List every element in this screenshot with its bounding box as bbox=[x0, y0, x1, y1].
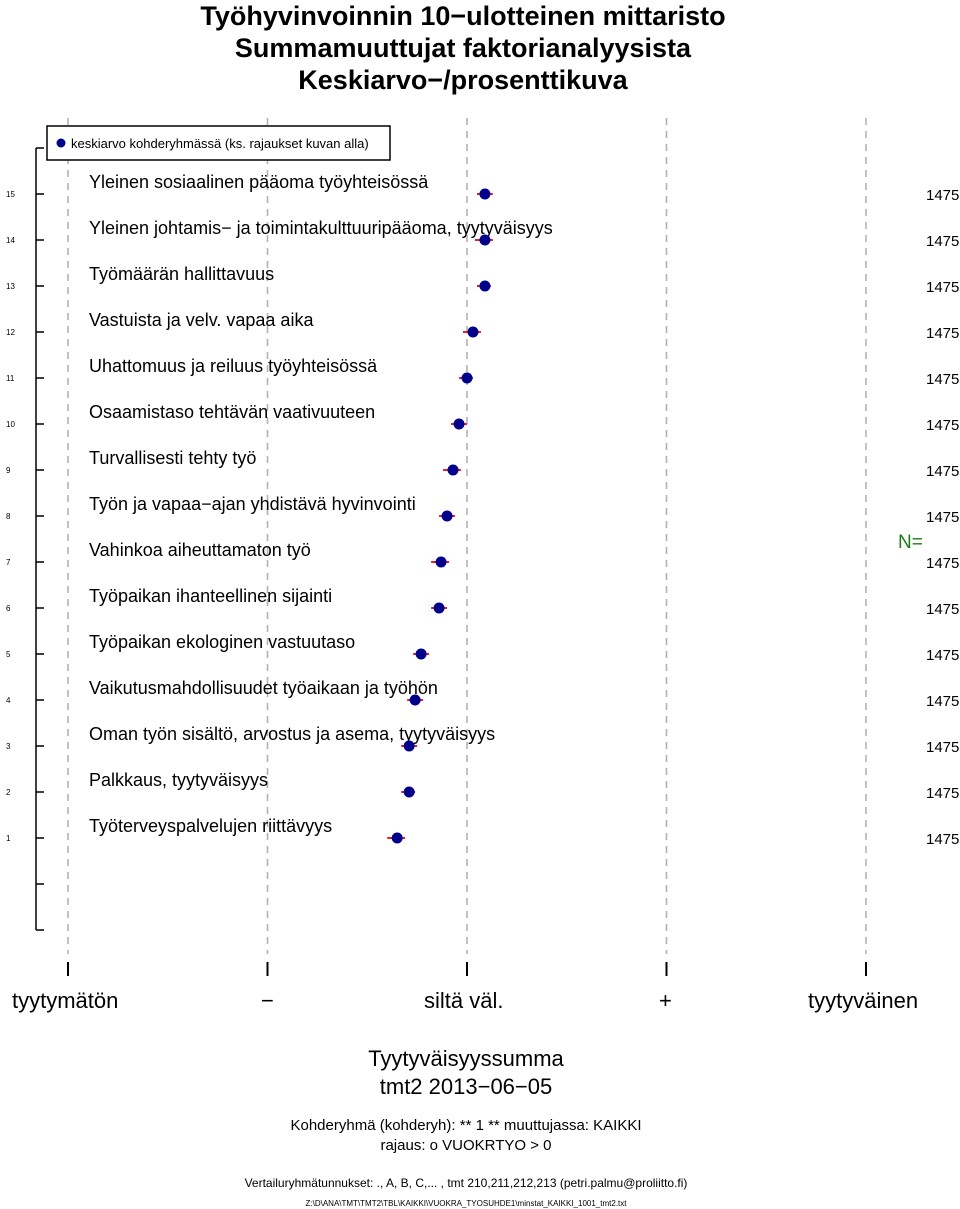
mean-point bbox=[447, 464, 459, 476]
row-label: Työterveyspalvelujen riittävyys bbox=[89, 816, 332, 836]
n-value: 1475 bbox=[926, 279, 959, 296]
target-group-note: Kohderyhmä (kohderyh): ** 1 ** muuttujas… bbox=[290, 1117, 642, 1134]
n-value: 1475 bbox=[926, 555, 959, 572]
legend-box bbox=[46, 125, 391, 161]
n-value: 1475 bbox=[926, 417, 959, 434]
y-tick-label: 12 bbox=[6, 328, 15, 337]
mean-point bbox=[479, 188, 491, 200]
legend-marker bbox=[56, 138, 66, 148]
n-value: 1475 bbox=[926, 785, 959, 802]
mean-point bbox=[461, 372, 473, 384]
n-value: 1475 bbox=[926, 509, 959, 526]
comparison-note: Vertailuryhmätunnukset: ., A, B, C,... ,… bbox=[244, 1176, 688, 1190]
n-value: 1475 bbox=[926, 831, 959, 848]
y-tick-label: 5 bbox=[6, 650, 11, 659]
row-label: Työn ja vapaa−ajan yhdistävä hyvinvointi bbox=[89, 494, 416, 514]
x-tick-label-plus: + bbox=[659, 988, 672, 1013]
grid-lines bbox=[67, 118, 867, 954]
restriction-note: rajaus: o VUOKRTYO > 0 bbox=[380, 1137, 552, 1154]
mean-point bbox=[391, 832, 403, 844]
y-tick-label: 13 bbox=[6, 282, 15, 291]
chart-title-line-1: Työhyvinvoinnin 10−ulotteinen mittaristo bbox=[200, 1, 726, 31]
chart-subtitle: tmt2 2013−06−05 bbox=[379, 1074, 553, 1099]
chart-title-line-2: Summamuuttujat faktorianalyysista bbox=[234, 33, 692, 63]
mean-point bbox=[403, 786, 415, 798]
y-tick-label: 6 bbox=[6, 604, 11, 613]
legend-label: keskiarvo kohderyhmässä (ks. rajaukset k… bbox=[71, 136, 369, 151]
row-label: Turvallisesti tehty työ bbox=[89, 448, 256, 468]
legend: keskiarvo kohderyhmässä (ks. rajaukset k… bbox=[46, 125, 391, 161]
y-tick-label: 7 bbox=[6, 558, 11, 567]
n-value: 1475 bbox=[926, 233, 959, 250]
y-tick-label: 4 bbox=[6, 696, 11, 705]
mean-point bbox=[415, 648, 427, 660]
mean-point bbox=[479, 280, 491, 292]
n-value: 1475 bbox=[926, 187, 959, 204]
row-label: Oman työn sisältö, arvostus ja asema, ty… bbox=[89, 724, 495, 744]
row-label: Palkkaus, tyytyväisyys bbox=[89, 770, 268, 790]
row-label: Yleinen sosiaalinen pääoma työyhteisössä bbox=[89, 172, 429, 192]
n-value: 1475 bbox=[926, 693, 959, 710]
row-label: Työpaikan ekologinen vastuutaso bbox=[89, 632, 355, 652]
y-tick-label: 1 bbox=[6, 834, 11, 843]
mean-point bbox=[435, 556, 447, 568]
row-label: Työmäärän hallittavuus bbox=[89, 264, 274, 284]
y-tick-label: 10 bbox=[6, 420, 15, 429]
y-tick-label: 14 bbox=[6, 236, 15, 245]
n-value: 1475 bbox=[926, 371, 959, 388]
y-tick-label: 15 bbox=[6, 190, 15, 199]
mean-point bbox=[433, 602, 445, 614]
n-value: 1475 bbox=[926, 647, 959, 664]
n-value: 1475 bbox=[926, 739, 959, 756]
row-label: Vaikutusmahdollisuudet työaikaan ja työh… bbox=[89, 678, 438, 698]
y-tick-label: 3 bbox=[6, 742, 11, 751]
x-tick-label-neutral: siltä väl. bbox=[424, 988, 504, 1013]
row-label: Yleinen johtamis− ja toimintakulttuuripä… bbox=[89, 218, 553, 238]
x-axis-title: Tyytyväisyyssumma bbox=[368, 1046, 564, 1071]
x-tick-label-minus: − bbox=[261, 988, 274, 1013]
row-label: Vahinkoa aiheuttamaton työ bbox=[89, 540, 311, 560]
mean-point bbox=[409, 694, 421, 706]
chart-title-line-3: Keskiarvo−/prosenttikuva bbox=[298, 65, 628, 95]
n-value: 1475 bbox=[926, 601, 959, 618]
n-label: N= bbox=[898, 532, 923, 553]
y-tick-label: 2 bbox=[6, 788, 11, 797]
mean-point bbox=[479, 234, 491, 246]
x-tick-label-satisfied: tyytyväinen bbox=[808, 988, 919, 1013]
row-label: Osaamistaso tehtävän vaativuuteen bbox=[89, 402, 375, 422]
row-label: Uhattomuus ja reiluus työyhteisössä bbox=[89, 356, 378, 376]
row-label: Vastuista ja velv. vapaa aika bbox=[89, 310, 314, 330]
mean-point bbox=[403, 740, 415, 752]
x-tick-label-dissatisfied: tyytymätön bbox=[12, 988, 119, 1013]
y-tick-label: 9 bbox=[6, 466, 11, 475]
n-value: 1475 bbox=[926, 463, 959, 480]
mean-point bbox=[441, 510, 453, 522]
file-path-note: Z:\D\ANA\TMT\TMT2\TBL\KAIKKI\VUOKRA_TYOS… bbox=[305, 1199, 627, 1208]
n-value: 1475 bbox=[926, 325, 959, 342]
axes bbox=[35, 147, 867, 976]
mean-point bbox=[453, 418, 465, 430]
mean-point bbox=[467, 326, 479, 338]
y-tick-label: 11 bbox=[6, 374, 15, 383]
row-label: Työpaikan ihanteellinen sijainti bbox=[89, 586, 332, 606]
y-tick-label: 8 bbox=[6, 512, 11, 521]
